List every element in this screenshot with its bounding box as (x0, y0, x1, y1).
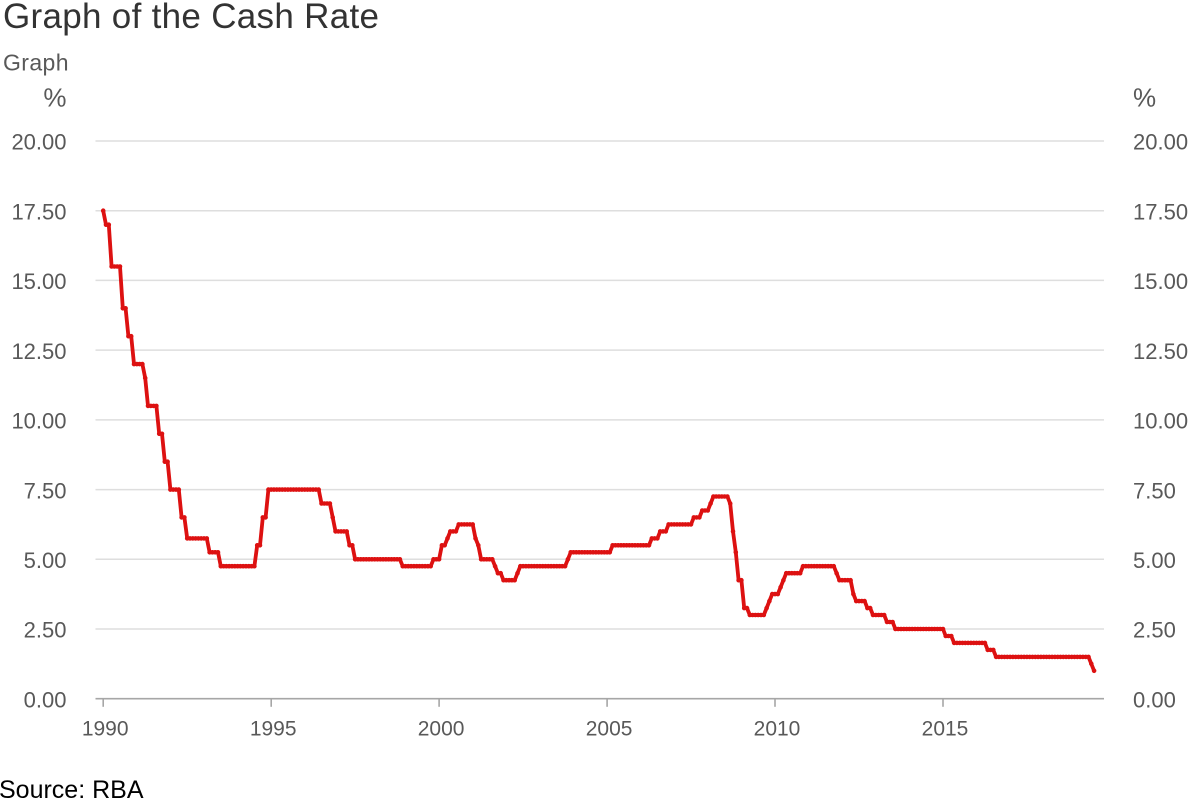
svg-text:12.50: 12.50 (1133, 339, 1188, 364)
svg-text:20.00: 20.00 (11, 130, 66, 155)
svg-text:15.00: 15.00 (1133, 269, 1188, 294)
svg-text:0.00: 0.00 (24, 687, 67, 712)
svg-text:2005: 2005 (586, 718, 633, 741)
svg-text:Graph: Graph (3, 50, 69, 76)
svg-text:Graph of the Cash Rate: Graph of the Cash Rate (3, 0, 379, 36)
svg-text:17.50: 17.50 (1133, 199, 1188, 224)
svg-text:2015: 2015 (922, 718, 969, 741)
svg-text:5.00: 5.00 (1133, 548, 1176, 573)
svg-text:1990: 1990 (82, 718, 129, 741)
svg-text:%: % (1133, 83, 1156, 113)
svg-text:2010: 2010 (754, 718, 801, 741)
svg-text:2.50: 2.50 (1133, 618, 1176, 643)
svg-text:10.00: 10.00 (11, 409, 66, 434)
svg-text:7.50: 7.50 (24, 478, 67, 503)
svg-text:%: % (43, 83, 66, 113)
svg-text:1995: 1995 (250, 718, 297, 741)
svg-text:7.50: 7.50 (1133, 478, 1176, 503)
svg-text:15.00: 15.00 (11, 269, 66, 294)
svg-text:2.50: 2.50 (24, 618, 67, 643)
svg-text:17.50: 17.50 (11, 199, 66, 224)
svg-text:12.50: 12.50 (11, 339, 66, 364)
svg-text:10.00: 10.00 (1133, 409, 1188, 434)
svg-text:20.00: 20.00 (1133, 130, 1188, 155)
svg-text:2000: 2000 (418, 718, 465, 741)
svg-text:Source: RBA: Source: RBA (0, 776, 144, 800)
svg-text:5.00: 5.00 (24, 548, 67, 573)
svg-text:0.00: 0.00 (1133, 687, 1176, 712)
